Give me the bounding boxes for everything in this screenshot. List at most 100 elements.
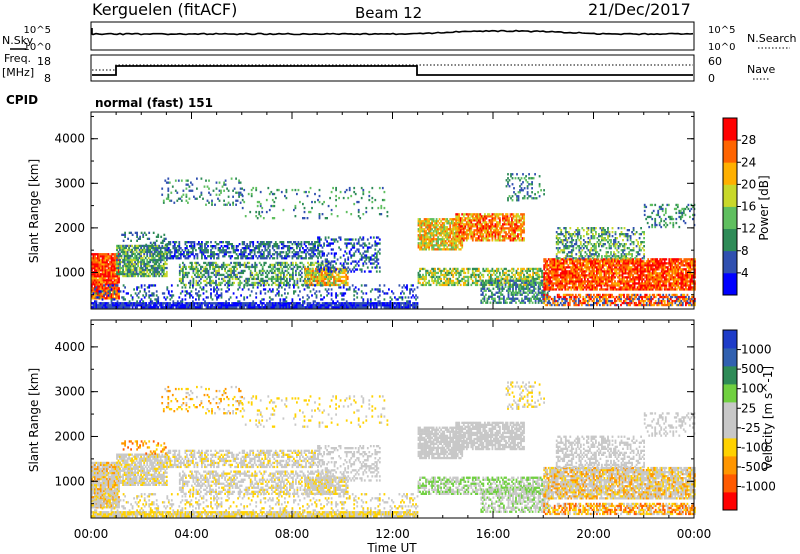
power-echo-cell — [211, 302, 214, 305]
power-echo-cell — [494, 273, 497, 277]
power-echo-cell — [311, 247, 313, 250]
power-echo-cell — [285, 255, 288, 258]
power-echo-cell — [238, 193, 240, 196]
power-echo-cell — [146, 306, 149, 309]
power-echo-cell — [201, 257, 203, 260]
power-echo-cell — [375, 264, 378, 267]
power-echo-cell — [200, 191, 203, 194]
power-echo-cell — [109, 269, 111, 272]
power-echo-cell — [471, 225, 474, 228]
power-echo-cell — [289, 265, 291, 269]
power-echo-cell — [302, 202, 304, 206]
power-echo-cell — [210, 251, 212, 254]
power-echo-cell — [249, 241, 252, 244]
power-echo-cell — [205, 249, 208, 252]
power-echo-cell — [438, 238, 441, 241]
power-echo-cell — [106, 259, 108, 262]
power-echo-cell — [276, 306, 279, 309]
power-echo-cell — [233, 261, 235, 265]
power-echo-cell — [210, 275, 213, 279]
power-echo-cell — [195, 263, 198, 267]
power-echo-cell — [327, 266, 330, 269]
power-echo-cell — [378, 294, 381, 297]
power-echo-cell — [209, 277, 211, 281]
power-echo-cell — [186, 251, 188, 254]
power-echo-cell — [455, 219, 458, 222]
power-echo-cell — [109, 279, 111, 282]
power-echo-cell — [252, 243, 255, 246]
power-echo-cell — [461, 277, 464, 281]
power-echo-cell — [480, 215, 483, 218]
power-echo-cell — [353, 254, 356, 257]
power-echo-cell — [140, 264, 142, 268]
power-echo-cell — [343, 267, 346, 271]
power-echo-cell — [122, 272, 124, 276]
power-echo-cell — [241, 251, 244, 254]
power-echo-cell — [226, 306, 229, 309]
power-echo-cell — [468, 221, 471, 224]
power-echo-cell — [120, 248, 123, 252]
power-echo-cell — [308, 253, 310, 256]
power-echo-cell — [488, 231, 491, 234]
power-echo-cell — [511, 219, 513, 222]
power-echo-cell — [191, 189, 194, 192]
power-echo-cell — [318, 213, 321, 216]
power-echo-cell — [443, 242, 446, 245]
power-echo-cell — [488, 239, 491, 242]
power-echo-cell — [91, 273, 93, 276]
power-echo-cell — [458, 221, 461, 224]
power-echo-cell — [207, 251, 209, 254]
power-echo-cell — [193, 257, 196, 260]
power-echo-cell — [497, 267, 500, 271]
power-echo-cell — [213, 267, 216, 271]
power-echo-cell — [191, 265, 193, 269]
power-echo-cell — [518, 225, 521, 228]
power-echo-cell — [378, 304, 381, 307]
power-echo-cell — [285, 300, 288, 303]
power-echo-cell — [122, 252, 124, 256]
power-echo-cell — [508, 231, 510, 234]
power-echo-cell — [189, 265, 192, 269]
power-echo-cell — [155, 244, 158, 248]
power-echo-cell — [422, 236, 424, 239]
power-echo-cell — [231, 281, 234, 285]
power-echo-cell — [313, 275, 316, 279]
power-echo-cell — [490, 275, 492, 279]
power-echo-cell — [149, 246, 152, 250]
power-echo-cell — [323, 304, 325, 307]
power-echo-cell — [450, 240, 453, 243]
power-echo-cell — [292, 283, 294, 287]
power-echo-cell — [480, 239, 483, 242]
power-echo-cell — [342, 298, 345, 301]
power-echo-cell — [318, 250, 321, 253]
power-echo-cell — [319, 271, 322, 275]
power-echo-cell — [290, 261, 293, 265]
power-echo-cell — [122, 298, 125, 301]
power-echo-cell — [152, 252, 155, 256]
power-echo-cell — [103, 259, 105, 262]
power-echo-cell — [471, 279, 474, 283]
power-echo-cell — [120, 270, 123, 274]
power-echo-cell — [107, 290, 110, 293]
power-echo-cell — [162, 272, 165, 276]
power-echo-cell — [464, 227, 467, 230]
power-echo-cell — [273, 281, 276, 285]
power-echo-cell — [491, 233, 494, 236]
power-echo-cell — [345, 268, 348, 271]
power-echo-cell — [406, 284, 408, 287]
power-echo-cell — [360, 290, 363, 293]
power-echo-cell — [91, 297, 93, 300]
power-echo-cell — [297, 257, 300, 260]
power-echo-cell — [143, 254, 146, 258]
power-echo-cell — [198, 241, 200, 244]
power-echo-cell — [287, 267, 290, 271]
power-echo-cell — [150, 254, 153, 258]
power-echo-cell — [438, 269, 441, 273]
power-echo-cell — [222, 249, 224, 252]
power-echo-cell — [380, 213, 383, 216]
power-echo-cell — [422, 267, 424, 271]
power-echo-cell — [264, 245, 267, 248]
power-echo-cell — [94, 255, 96, 258]
power-echo-cell — [444, 244, 447, 247]
power-echo-cell — [397, 298, 399, 301]
